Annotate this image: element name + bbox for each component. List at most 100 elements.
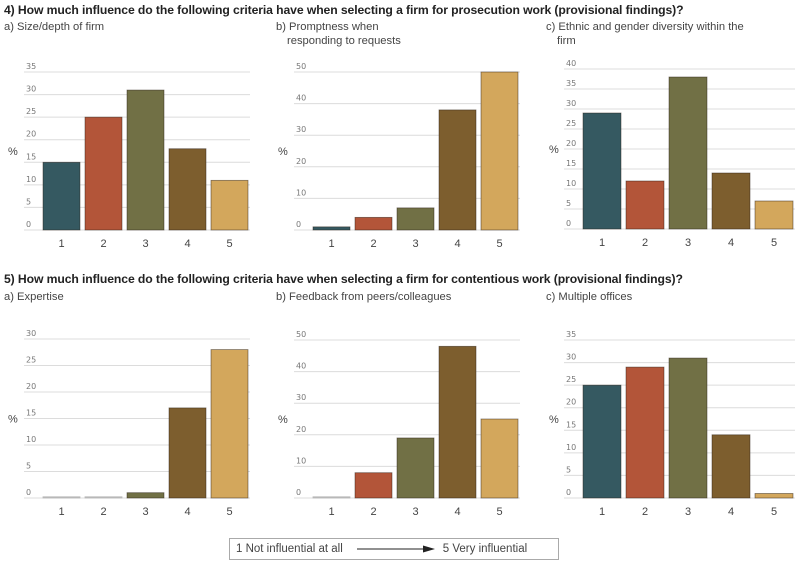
x-tick-label: 3 xyxy=(685,506,691,518)
y-tick-label: 10 xyxy=(296,188,306,197)
x-tick-label: 4 xyxy=(454,238,460,250)
bar-4b-5 xyxy=(480,71,519,231)
bar-4b-3 xyxy=(396,207,435,231)
y-tick-label: 10 xyxy=(26,435,36,444)
y-tick-label: 10 xyxy=(566,179,576,188)
bar-4a-2 xyxy=(84,116,123,231)
x-tick-label: 1 xyxy=(599,506,605,518)
y-tick-label: 25 xyxy=(26,356,36,365)
bar-5c-1 xyxy=(582,384,622,499)
x-tick-label: 1 xyxy=(599,237,605,249)
x-tick-label: 1 xyxy=(58,506,64,518)
arrow-right-icon xyxy=(356,544,435,554)
x-tick-label: 4 xyxy=(454,506,460,518)
bar-4a-4 xyxy=(168,148,207,231)
chart-5b-title: b) Feedback from peers/colleagues xyxy=(276,291,452,303)
x-tick-label: 4 xyxy=(728,237,734,249)
y-tick-label: 5 xyxy=(566,465,571,474)
y-axis-label: % xyxy=(8,414,18,426)
question-5-title: 5) How much influence do the following c… xyxy=(4,272,683,286)
x-tick-label: 3 xyxy=(142,238,148,250)
y-tick-label: 35 xyxy=(566,79,576,88)
x-tick-label: 3 xyxy=(142,506,148,518)
y-tick-label: 5 xyxy=(26,197,31,206)
x-tick-label: 2 xyxy=(370,506,376,518)
y-tick-label: 20 xyxy=(296,425,306,434)
x-tick-label: 2 xyxy=(100,506,106,518)
y-tick-label: 10 xyxy=(26,175,36,184)
bar-4a-1 xyxy=(42,161,81,231)
x-tick-label: 5 xyxy=(771,506,777,518)
y-tick-label: 15 xyxy=(26,152,36,161)
y-tick-label: 15 xyxy=(566,420,576,429)
y-axis-label: % xyxy=(8,146,18,158)
y-tick-label: 20 xyxy=(26,130,36,139)
bar-5b-5 xyxy=(480,418,519,499)
bar-4c-4 xyxy=(711,172,751,230)
bar-4c-3 xyxy=(668,76,708,230)
bar-5b-2 xyxy=(354,472,393,499)
x-tick-label: 5 xyxy=(226,506,232,518)
x-tick-label: 4 xyxy=(184,238,190,250)
bar-4c-1 xyxy=(582,112,622,230)
y-tick-label: 25 xyxy=(566,375,576,384)
y-axis-label: % xyxy=(278,146,288,158)
y-tick-label: 25 xyxy=(566,119,576,128)
x-tick-label: 5 xyxy=(496,506,502,518)
y-tick-label: 25 xyxy=(26,107,36,116)
bar-4c-2 xyxy=(625,180,665,230)
y-tick-label: 20 xyxy=(26,382,36,391)
x-tick-label: 1 xyxy=(58,238,64,250)
y-tick-label: 40 xyxy=(296,94,306,103)
x-tick-label: 3 xyxy=(412,506,418,518)
y-tick-label: 40 xyxy=(566,59,576,68)
y-tick-label: 5 xyxy=(26,462,31,471)
y-tick-label: 15 xyxy=(26,409,36,418)
y-tick-label: 5 xyxy=(566,199,571,208)
y-tick-label: 0 xyxy=(296,220,301,229)
legend-left-label: 1 Not influential at all xyxy=(236,543,343,555)
x-tick-label: 1 xyxy=(328,238,334,250)
x-tick-label: 2 xyxy=(642,506,648,518)
y-tick-label: 20 xyxy=(566,398,576,407)
x-tick-label: 5 xyxy=(496,238,502,250)
x-tick-label: 5 xyxy=(771,237,777,249)
bar-5c-2 xyxy=(625,366,665,499)
x-tick-label: 2 xyxy=(100,238,106,250)
x-tick-label: 3 xyxy=(412,238,418,250)
bar-4a-5 xyxy=(210,179,249,231)
x-tick-label: 3 xyxy=(685,237,691,249)
bar-5a-5 xyxy=(210,349,249,499)
y-tick-label: 40 xyxy=(296,362,306,371)
y-tick-label: 50 xyxy=(296,330,306,339)
bar-5b-1 xyxy=(312,496,351,499)
bar-4b-2 xyxy=(354,216,393,231)
y-tick-label: 0 xyxy=(566,219,571,228)
y-tick-label: 50 xyxy=(296,62,306,71)
bar-5c-4 xyxy=(711,434,751,499)
question-4-title: 4) How much influence do the following c… xyxy=(4,3,684,17)
chart-4b-title: b) Promptness when responding to request… xyxy=(276,21,401,47)
bar-5b-4 xyxy=(438,345,477,499)
bar-5a-4 xyxy=(168,407,207,499)
x-tick-label: 2 xyxy=(370,238,376,250)
y-tick-label: 35 xyxy=(566,330,576,339)
bar-5a-3 xyxy=(126,492,165,499)
bar-5c-5 xyxy=(754,493,794,499)
y-tick-label: 0 xyxy=(296,488,301,497)
chart-4a-title: a) Size/depth of firm xyxy=(4,21,105,33)
bar-4c-5 xyxy=(754,200,794,230)
legend-right-label: 5 Very influential xyxy=(442,543,528,555)
y-tick-label: 15 xyxy=(566,159,576,168)
x-tick-label: 5 xyxy=(226,238,232,250)
y-tick-label: 35 xyxy=(26,62,36,71)
x-tick-label: 1 xyxy=(328,506,334,518)
x-tick-label: 4 xyxy=(728,506,734,518)
y-tick-label: 0 xyxy=(26,488,31,497)
chart-5c-title: c) Multiple offices xyxy=(546,291,633,303)
